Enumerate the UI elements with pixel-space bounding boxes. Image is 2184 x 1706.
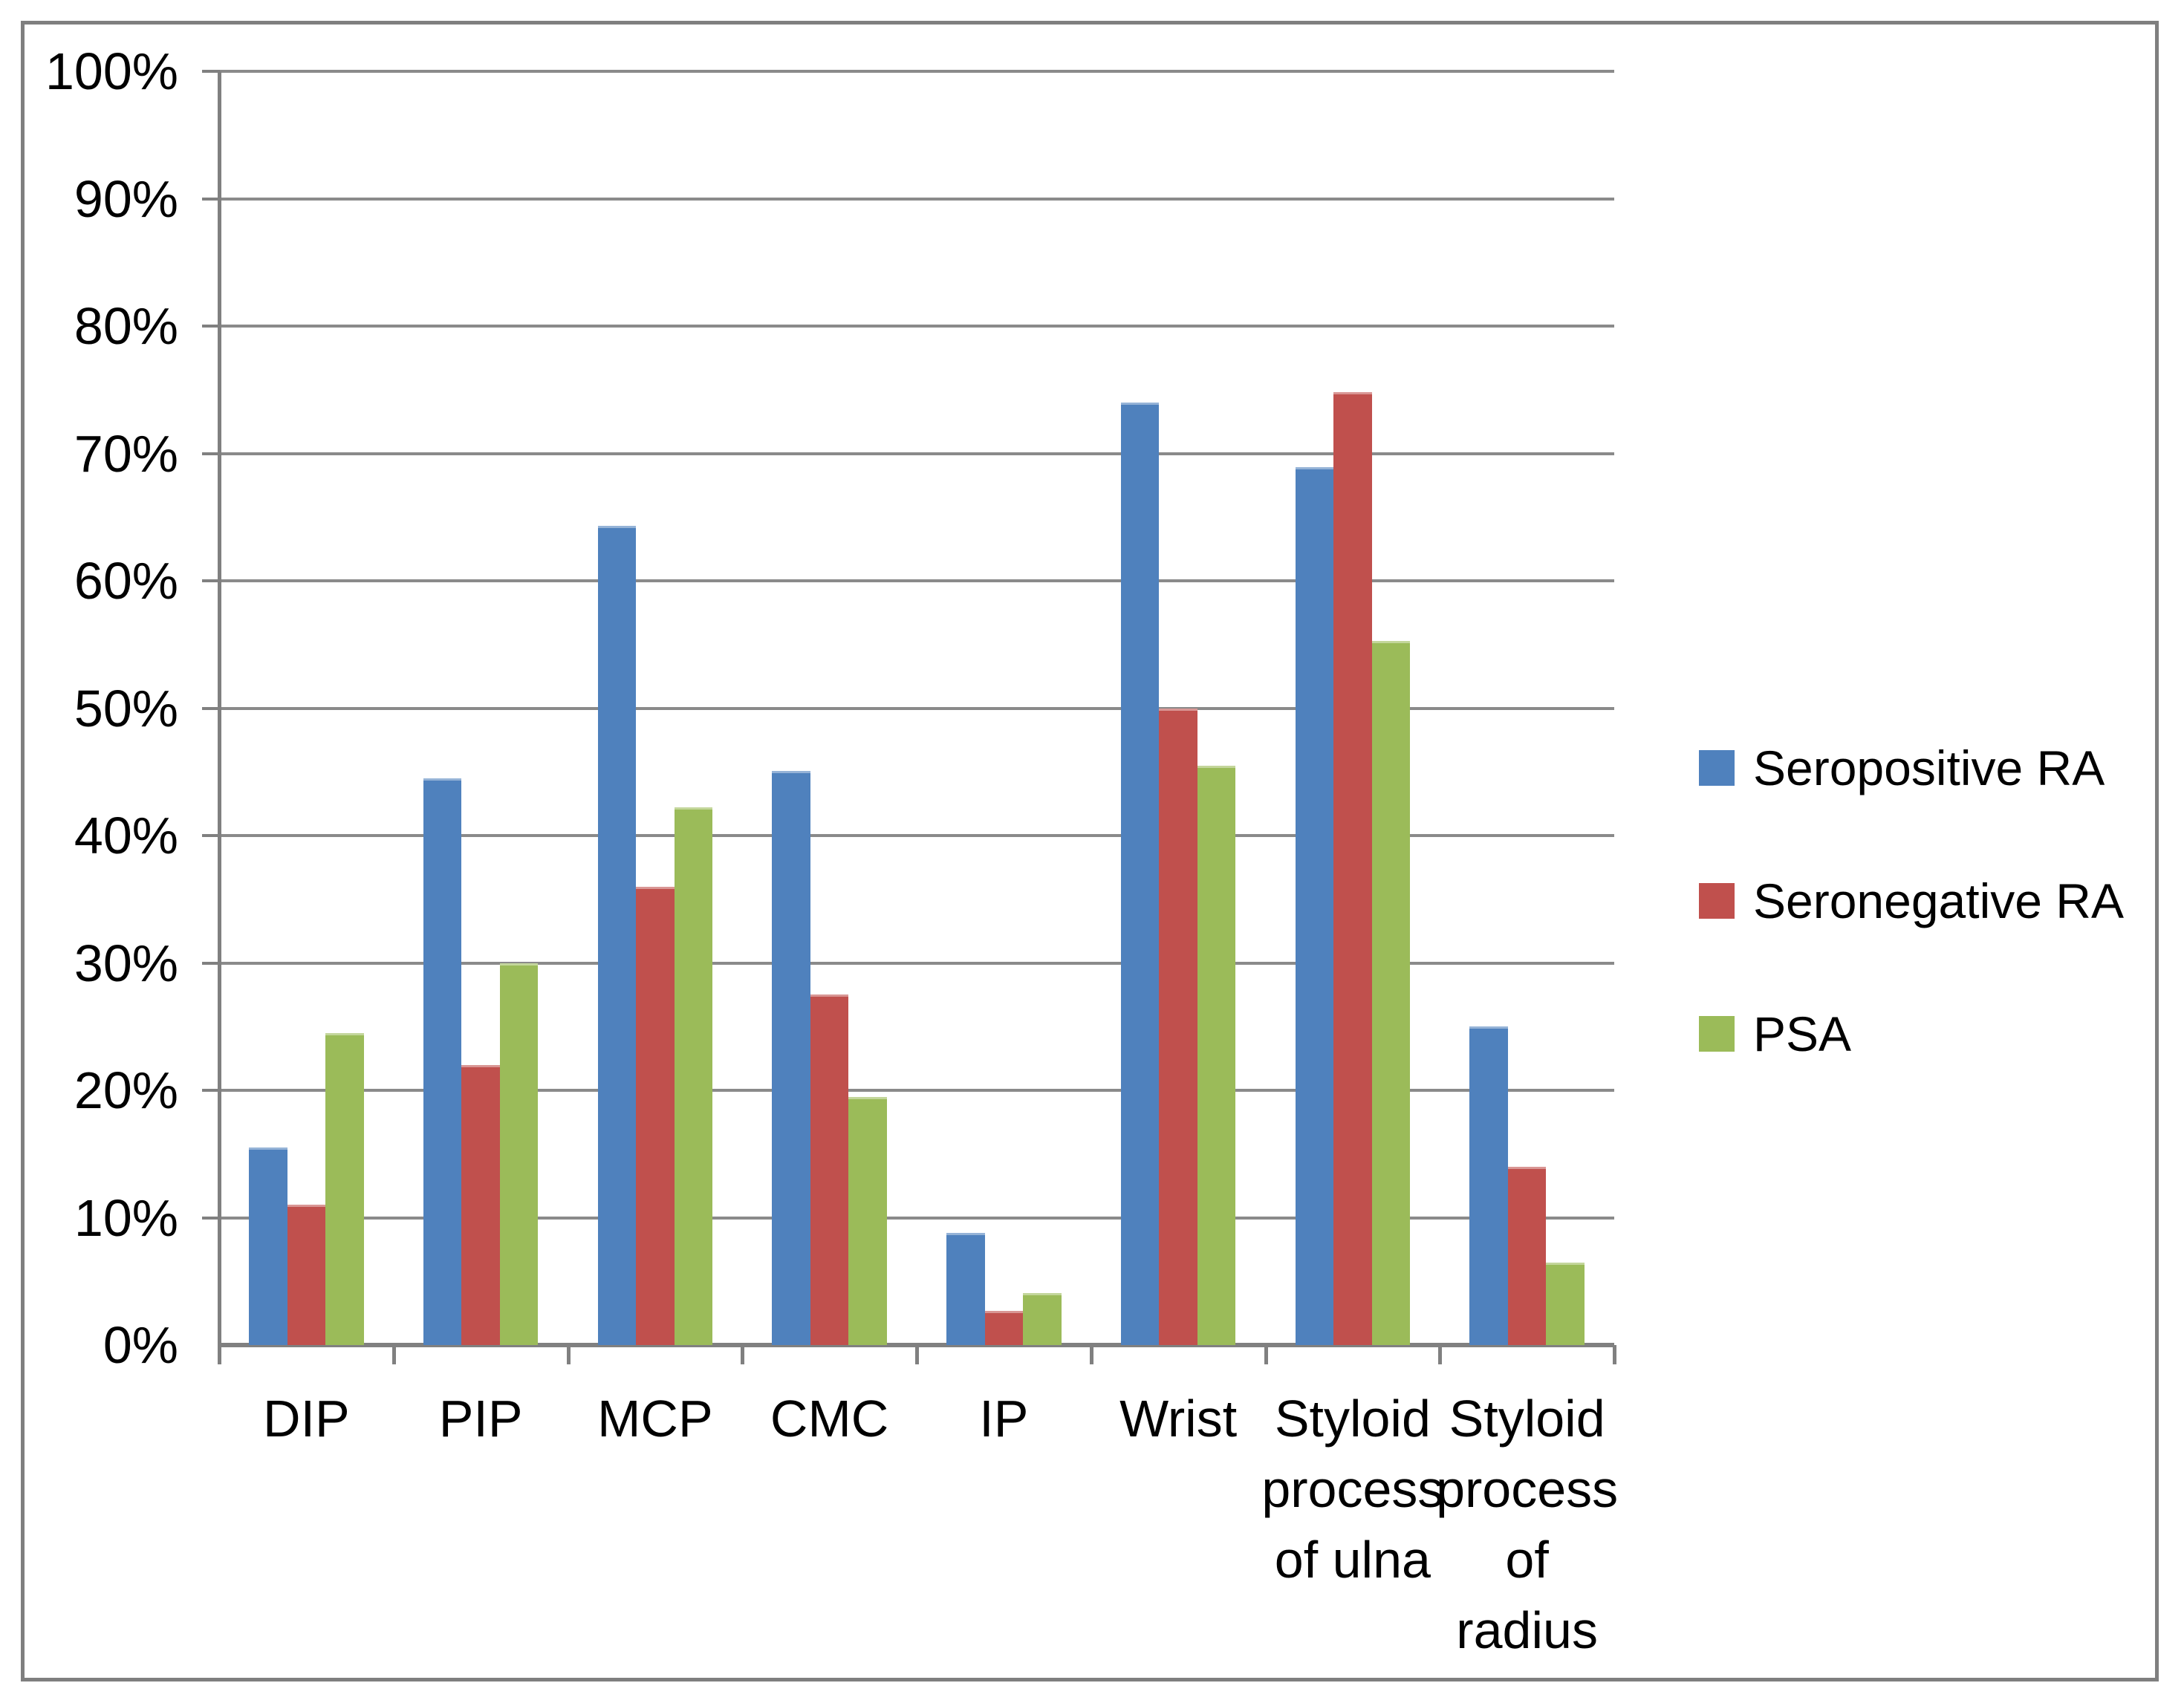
y-axis-tick-label: 70% [74,424,178,483]
bar-psa-pip [499,963,539,1345]
x-axis-label-styloid-process-of-radius: of [1505,1531,1549,1589]
bar-seronegative-ra-styloid-process-of-radius [1507,1166,1547,1345]
x-axis-label-pip: PIP [438,1390,523,1448]
x-axis-label-styloid-process-of-ulna: Styloid [1274,1390,1431,1448]
y-axis-line [218,71,221,1363]
chart-outer-border [21,21,2159,1681]
bar-seronegative-ra-cmc [810,994,849,1345]
bar-seropositive-ra-wrist [1120,402,1160,1345]
x-axis-tick-6 [1264,1345,1268,1364]
bar-psa-ip [1023,1292,1062,1345]
y-axis-tick-label: 10% [74,1188,178,1247]
x-axis-tick-5 [1089,1345,1093,1364]
bar-psa-styloid-process-of-radius [1546,1262,1585,1345]
x-axis-tick-2 [566,1345,571,1364]
x-axis-tick-3 [741,1345,745,1364]
bar-seropositive-ra-styloid-process-of-radius [1469,1026,1508,1345]
legend-label: PSA [1753,1006,1852,1061]
y-axis-tick-80 [202,325,220,328]
gridline-60 [219,579,1614,582]
y-axis-tick-label: 0% [103,1316,178,1374]
y-axis-tick-label: 50% [74,679,178,738]
x-axis-tick-4 [915,1345,919,1364]
bar-seronegative-ra-styloid-process-of-ulna [1333,392,1372,1345]
bar-psa-styloid-process-of-ulna [1371,640,1411,1345]
y-axis-tick-label: 40% [74,807,178,865]
x-axis-label-mcp: MCP [597,1390,713,1448]
bar-psa-dip [325,1032,364,1345]
x-axis-label-styloid-process-of-ulna: of ulna [1274,1531,1431,1589]
y-axis-tick-100 [202,70,220,73]
x-axis-label-styloid-process-of-radius: Styloid [1449,1390,1605,1448]
gridline-10 [219,1216,1614,1220]
bar-psa-wrist [1197,765,1236,1345]
y-axis-tick-label: 30% [74,934,178,992]
legend-swatch-icon [1699,750,1735,786]
x-axis-tick-1 [391,1345,396,1364]
gridline-20 [219,1089,1614,1092]
bar-psa-cmc [848,1096,887,1345]
bar-psa-mcp [674,807,713,1345]
y-axis-tick-70 [202,452,220,455]
bar-seronegative-ra-ip [984,1310,1024,1345]
bar-seropositive-ra-styloid-process-of-ulna [1295,467,1334,1345]
y-axis-tick-90 [202,197,220,201]
x-axis-tick-8 [1613,1345,1616,1364]
x-axis-label-ip: IP [979,1390,1029,1448]
gridline-40 [219,834,1614,837]
bar-seronegative-ra-mcp [636,886,675,1345]
legend: Seropositive RA Seronegative RA PSA [1699,0,2174,1706]
y-axis-tick-40 [202,834,220,837]
y-axis-tick-label: 20% [74,1061,178,1119]
bar-seropositive-ra-pip [423,778,462,1345]
x-axis-label-styloid-process-of-radius: radius [1456,1601,1598,1659]
legend-swatch-icon [1699,883,1735,919]
bar-seronegative-ra-wrist [1159,708,1197,1345]
y-axis-tick-30 [202,961,220,965]
y-axis-tick-label: 80% [74,297,178,355]
bar-seropositive-ra-dip [249,1147,287,1345]
x-axis-tick-0 [218,1345,221,1364]
x-axis-label-styloid-process-of-radius: process [1436,1460,1619,1518]
legend-label: Seronegative RA [1753,873,2124,928]
y-axis-tick-20 [202,1089,220,1092]
legend-swatch-icon [1699,1016,1735,1052]
y-axis-tick-label: 90% [74,169,178,228]
y-axis-tick-label: 60% [74,552,178,610]
x-axis-label-cmc: CMC [770,1390,889,1448]
gridline-90 [219,197,1614,201]
bar-seropositive-ra-mcp [597,526,637,1345]
y-axis-tick-60 [202,579,220,582]
x-axis-label-styloid-process-of-ulna: process [1261,1460,1444,1518]
legend-label: Seropositive RA [1753,740,2105,795]
gridline-50 [219,706,1614,710]
gridline-80 [219,325,1614,328]
gridline-30 [219,961,1614,965]
bar-seropositive-ra-cmc [772,770,810,1345]
bar-seronegative-ra-dip [287,1205,326,1345]
x-axis-label-dip: DIP [263,1390,350,1448]
y-axis-tick-label: 100% [45,42,178,100]
gridline-70 [219,452,1614,455]
y-axis-tick-50 [202,706,220,710]
bar-seronegative-ra-pip [461,1064,500,1345]
bar-seropositive-ra-ip [946,1233,985,1345]
x-axis-tick-7 [1438,1345,1443,1364]
y-axis-tick-10 [202,1216,220,1220]
x-axis-label-wrist: Wrist [1119,1390,1238,1448]
gridline-100 [219,70,1614,73]
